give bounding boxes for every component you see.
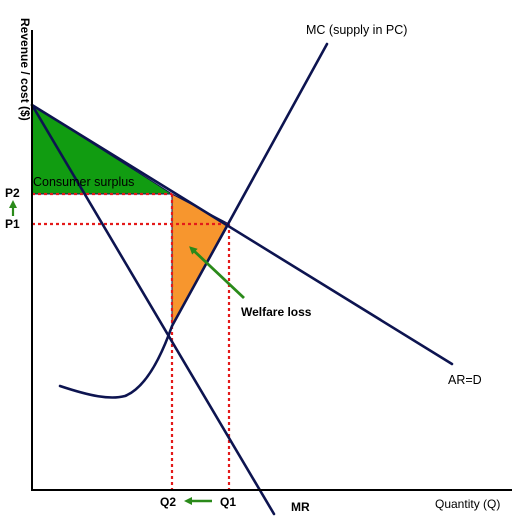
x-axis-label: Quantity (Q)	[435, 497, 500, 511]
y-axis-label: Revenue / cost ($)	[18, 18, 32, 121]
ard-label: AR=D	[448, 373, 482, 387]
welfare-loss-pointer-arrow-icon	[189, 246, 245, 300]
q2-label: Q2	[160, 495, 176, 509]
welfare-loss-area	[171, 193, 230, 328]
mr-curve	[30, 103, 276, 516]
mc-curve	[58, 42, 329, 399]
curves	[30, 42, 454, 516]
welfare-loss-label: Welfare loss	[241, 305, 312, 319]
q1-label: Q1	[220, 495, 236, 509]
ar-demand-curve	[30, 103, 454, 366]
mc-label: MC (supply in PC)	[306, 23, 407, 37]
dotted-guides	[32, 192, 231, 489]
axes	[31, 30, 512, 491]
mr-label: MR	[291, 500, 310, 514]
consumer-surplus-label: Consumer surplus	[33, 175, 134, 189]
p2-label: P2	[5, 186, 20, 200]
p1-label: P1	[5, 217, 20, 231]
